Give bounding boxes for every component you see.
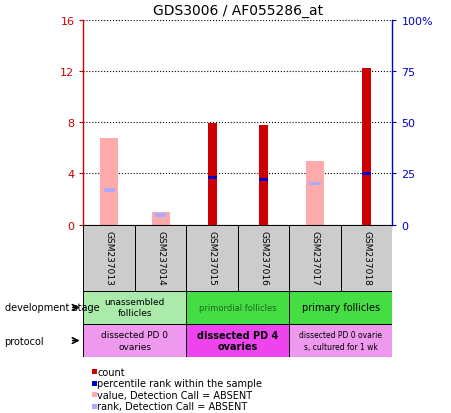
Text: GSM237016: GSM237016 <box>259 231 268 285</box>
Text: GSM237015: GSM237015 <box>207 231 216 285</box>
Text: primary follicles: primary follicles <box>302 303 380 313</box>
Text: count: count <box>97 367 125 377</box>
Bar <box>238 225 290 291</box>
Text: development stage: development stage <box>5 303 99 313</box>
Bar <box>100 138 118 225</box>
Bar <box>207 124 217 225</box>
Bar <box>83 225 135 291</box>
Bar <box>135 225 186 291</box>
Text: unassembled
follicles: unassembled follicles <box>105 298 165 318</box>
Bar <box>290 225 341 291</box>
Bar <box>104 189 115 192</box>
Title: GDS3006 / AF055286_at: GDS3006 / AF055286_at <box>153 4 323 18</box>
Text: GSM237017: GSM237017 <box>311 231 320 285</box>
Bar <box>186 324 290 357</box>
Text: GSM237013: GSM237013 <box>105 231 114 285</box>
Bar <box>309 183 321 186</box>
Bar <box>362 172 371 176</box>
Text: GSM237014: GSM237014 <box>156 231 165 285</box>
Bar <box>362 69 371 225</box>
Text: percentile rank within the sample: percentile rank within the sample <box>97 378 262 388</box>
Text: GSM237018: GSM237018 <box>362 231 371 285</box>
Bar <box>259 178 268 181</box>
Bar <box>290 324 392 357</box>
Bar <box>341 225 392 291</box>
Text: dissected PD 0 ovarie
s, cultured for 1 wk: dissected PD 0 ovarie s, cultured for 1 … <box>299 331 382 351</box>
Text: dissected PD 0
ovaries: dissected PD 0 ovaries <box>101 331 168 351</box>
Bar <box>207 177 217 180</box>
Bar <box>290 291 392 324</box>
Bar <box>186 291 290 324</box>
Text: primordial follicles: primordial follicles <box>199 303 277 312</box>
Bar <box>83 291 186 324</box>
Text: value, Detection Call = ABSENT: value, Detection Call = ABSENT <box>97 390 252 400</box>
Bar <box>306 161 324 225</box>
Text: dissected PD 4
ovaries: dissected PD 4 ovaries <box>197 330 279 351</box>
Text: rank, Detection Call = ABSENT: rank, Detection Call = ABSENT <box>97 401 248 411</box>
Text: protocol: protocol <box>5 336 44 346</box>
Bar <box>152 212 170 225</box>
Bar <box>259 126 268 225</box>
Bar <box>155 214 166 217</box>
Bar <box>83 324 186 357</box>
Bar <box>186 225 238 291</box>
